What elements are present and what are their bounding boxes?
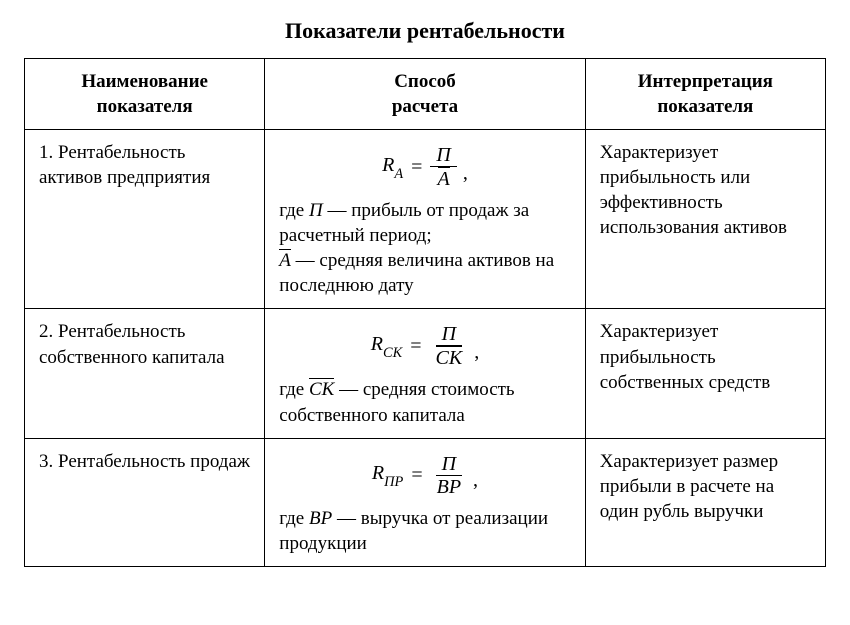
fraction-denominator: BP (437, 476, 461, 498)
indicator-name: 2. Рентабельность собственного капитала (25, 309, 265, 438)
fraction-numerator: П (442, 323, 456, 345)
table-row: 3. Рентабельность продаж RПР = П BP (25, 438, 826, 566)
page: Показатели рентабельности Наименование п… (0, 0, 850, 591)
where-term-symbol: A (279, 249, 291, 270)
formula-result-symbol: R (372, 462, 384, 484)
indicator-interpretation: Характеризует прибыльность или эффективн… (585, 130, 825, 309)
formula-trailing-comma: , (474, 339, 479, 365)
formula-where: где BP — выручка от реализации продукции (279, 506, 570, 556)
document-title: Показатели рентабельности (24, 18, 826, 44)
fraction: П BP (431, 453, 467, 498)
table-row: 1. Рентабельность активов предприятия RA… (25, 130, 826, 309)
equals-sign: = (409, 154, 424, 180)
fraction-denominator: A (438, 167, 450, 189)
col-header-calc-l2: расчета (392, 96, 458, 117)
profitability-table: Наименование показателя Способ расчета И… (24, 58, 826, 567)
formula-trailing-comma: , (473, 467, 478, 493)
formula-where: где CK — средняя стоимость собственного … (279, 377, 570, 427)
where-prefix: где (279, 379, 309, 400)
table-row: 2. Рентабельность собственного капитала … (25, 309, 826, 438)
table-header-row: Наименование показателя Способ расчета И… (25, 59, 826, 130)
where-term-text: — средняя величина активов на последнюю … (279, 250, 554, 296)
col-header-calc: Способ расчета (265, 59, 585, 130)
fraction: П A (430, 144, 456, 190)
indicator-calc: RCK = П CK , где CK — средняя стоимость … (265, 309, 585, 438)
formula-result-symbol: R (382, 154, 394, 176)
where-term-symbol: BP (309, 508, 332, 529)
indicator-name: 3. Рентабельность продаж (25, 438, 265, 566)
where-term-symbol: П (309, 200, 323, 221)
indicator-calc: RПР = П BP , где BP — выручка от реализа… (265, 438, 585, 566)
equals-sign: = (409, 462, 424, 488)
where-term-symbol: CK (309, 378, 334, 399)
formula-result-symbol: R (371, 333, 383, 355)
col-header-name: Наименование показателя (25, 59, 265, 130)
formula-where: где П — прибыль от продаж за расчетный п… (279, 198, 570, 298)
fraction-numerator: П (442, 453, 456, 475)
col-header-interp: Интерпретация показателя (585, 59, 825, 130)
fraction-numerator: П (436, 144, 450, 166)
col-header-calc-l1: Способ (394, 71, 456, 92)
fraction: П CK (430, 323, 469, 369)
indicator-calc: RA = П A , где П — прибыль от продаж за … (265, 130, 585, 309)
formula-result-subscript: CK (383, 345, 402, 361)
formula-result-subscript: ПР (384, 474, 403, 490)
indicator-interpretation: Характеризует размер прибыли в расчете н… (585, 438, 825, 566)
equals-sign: = (408, 333, 423, 359)
col-header-name-l2: показателя (97, 96, 193, 117)
indicator-interpretation: Характеризует прибыльность собственных с… (585, 309, 825, 438)
fraction-denominator: CK (436, 346, 463, 368)
formula-result-subscript: A (394, 166, 403, 182)
formula-trailing-comma: , (463, 160, 468, 186)
col-header-interp-l1: Интерпретация (638, 71, 773, 92)
col-header-interp-l2: показателя (657, 96, 753, 117)
col-header-name-l1: Наименование (81, 71, 208, 92)
formula: RCK = П CK , (279, 323, 570, 369)
where-prefix: где (279, 200, 309, 221)
indicator-name: 1. Рентабельность активов предприятия (25, 130, 265, 309)
formula: RA = П A , (279, 144, 570, 190)
formula: RПР = П BP , (279, 453, 570, 498)
where-prefix: где (279, 508, 309, 529)
